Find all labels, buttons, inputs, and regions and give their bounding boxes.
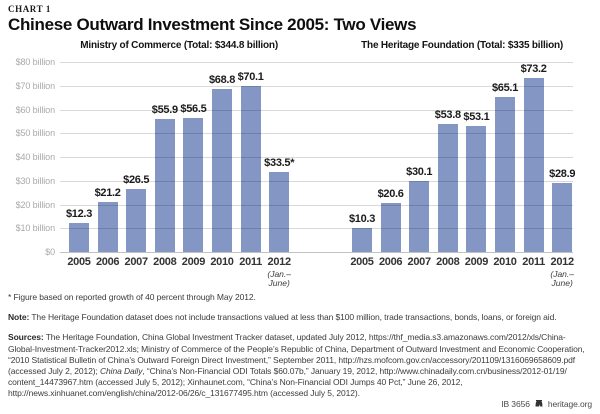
- x-axis-tick-label: 2011: [239, 256, 262, 268]
- bar-value-label: $70.1: [237, 70, 264, 83]
- chart-plot: $0 $10 billion $20 billion $30 billion $40 b…: [0, 36, 600, 288]
- gridline: [60, 228, 573, 230]
- bar-value-label: $33.5*: [264, 157, 295, 170]
- bar-value-label: $30.1: [406, 165, 433, 178]
- footer: IB 3656 heritage.org: [501, 399, 592, 409]
- gridline: [60, 133, 573, 135]
- note-footnote: Note: The Heritage Foundation dataset do…: [8, 312, 592, 323]
- sources-footnote: Sources: The Heritage Foundation, China …: [8, 332, 592, 399]
- bar-value-label: $55.9: [151, 104, 178, 117]
- x-axis-tick-label: 2009: [464, 256, 489, 268]
- y-axis-tick-label: $80 billion: [15, 57, 56, 67]
- x-axis-tick-label: 2012: [550, 256, 575, 268]
- footnotes: * Figure based on reported growth of 40 …: [0, 286, 600, 400]
- y-axis-tick-label: $0: [45, 247, 55, 257]
- panel-title: The Heritage Foundation (Total: $335 bil…: [361, 40, 564, 51]
- bar-value-label: $53.8: [434, 109, 461, 122]
- bar: [380, 203, 401, 252]
- bar: [69, 222, 89, 252]
- header: CHART 1 Chinese Outward Investment Since…: [0, 0, 600, 36]
- bar: [437, 124, 458, 252]
- x-axis-tick-label: 2009: [181, 256, 206, 268]
- x-axis-tick-label: 2010: [493, 256, 517, 268]
- bar: [240, 85, 261, 252]
- x-axis-tick-sublabel: (Jan.–: [550, 269, 574, 279]
- x-axis-tick-label: 2007: [407, 256, 432, 268]
- bar: [495, 97, 515, 252]
- bar: [409, 180, 430, 252]
- bar-value-label: $68.8: [208, 73, 236, 86]
- note-text: The Heritage Foundation dataset does not…: [31, 312, 557, 323]
- x-axis-tick-label: 2008: [153, 256, 177, 268]
- bar: [269, 172, 290, 252]
- bar-value-label: $65.1: [491, 82, 519, 95]
- x-axis-tick-label: 2007: [124, 256, 149, 268]
- sources-text-segment: The Heritage Foundation, China Global In…: [8, 332, 585, 377]
- bar-value-label: $53.1: [463, 110, 490, 123]
- y-axis-tick-label: $70 billion: [15, 80, 56, 91]
- bar: [183, 117, 204, 252]
- sources-label: Sources:: [8, 332, 44, 343]
- gridline: [60, 157, 573, 158]
- x-axis-tick-sublabel: June): [268, 278, 290, 288]
- x-axis-tick-label: 2006: [95, 256, 120, 268]
- x-axis-line: [60, 252, 573, 253]
- sources-text-segment: , “China’s Non-Financial ODI Totals $60.…: [8, 366, 567, 399]
- chart-number-label: CHART 1: [8, 4, 51, 14]
- bar-value-label: $56.5: [180, 102, 207, 115]
- bar: [126, 189, 147, 252]
- bar: [154, 119, 175, 252]
- bar: [212, 88, 232, 252]
- bar-value-label: $12.3: [65, 207, 93, 220]
- x-axis-tick-label: 2005: [350, 256, 374, 268]
- bar: [352, 227, 372, 252]
- bar-value-label: $10.3: [348, 212, 376, 225]
- bar-value-label: $26.5: [123, 174, 150, 187]
- sources-text-segment: China Daily: [100, 366, 143, 377]
- x-axis-tick-label: 2010: [210, 256, 234, 268]
- page-title: Chinese Outward Investment Since 2005: T…: [8, 15, 417, 34]
- y-axis-tick-label: $60 billion: [15, 104, 56, 115]
- gridline: [60, 109, 573, 111]
- x-axis-tick-sublabel: June): [551, 278, 573, 288]
- gridline: [60, 204, 573, 206]
- site-text: heritage.org: [547, 399, 592, 409]
- y-axis-tick-label: $30 billion: [15, 175, 56, 186]
- y-axis-tick-label: $20 billion: [15, 199, 56, 210]
- sources-text: The Heritage Foundation, China Global In…: [8, 332, 585, 398]
- x-axis-tick-label: 2006: [378, 256, 403, 268]
- gridline: [60, 85, 573, 87]
- bar-value-label: $73.2: [520, 63, 547, 76]
- heritage-logo-icon: [534, 399, 544, 409]
- y-axis-tick-label: $10 billion: [15, 223, 56, 234]
- gridline: [60, 62, 573, 63]
- report-id: IB 3656: [501, 399, 530, 409]
- y-axis-tick-label: $40 billion: [15, 152, 56, 162]
- bar: [466, 125, 487, 252]
- x-axis-tick-label: 2011: [522, 256, 545, 268]
- note-label: Note:: [8, 312, 30, 323]
- asterisk-footnote: * Figure based on reported growth of 40 …: [8, 292, 256, 302]
- x-axis-tick-label: 2012: [267, 256, 292, 268]
- x-axis-tick-sublabel: (Jan.–: [267, 269, 291, 279]
- bar: [523, 78, 544, 252]
- bar-value-label: $20.6: [377, 188, 404, 201]
- gridline: [60, 180, 573, 182]
- bar-value-label: $28.9: [549, 168, 576, 181]
- y-axis-tick-label: $50 billion: [15, 128, 56, 139]
- panel-title: Ministry of Commerce (Total: $344.8 bill…: [80, 40, 278, 51]
- x-axis-tick-label: 2008: [436, 256, 460, 268]
- x-axis-tick-label: 2005: [67, 256, 91, 268]
- bar: [552, 183, 573, 252]
- bar-value-label: $21.2: [94, 186, 121, 199]
- bar: [97, 201, 118, 252]
